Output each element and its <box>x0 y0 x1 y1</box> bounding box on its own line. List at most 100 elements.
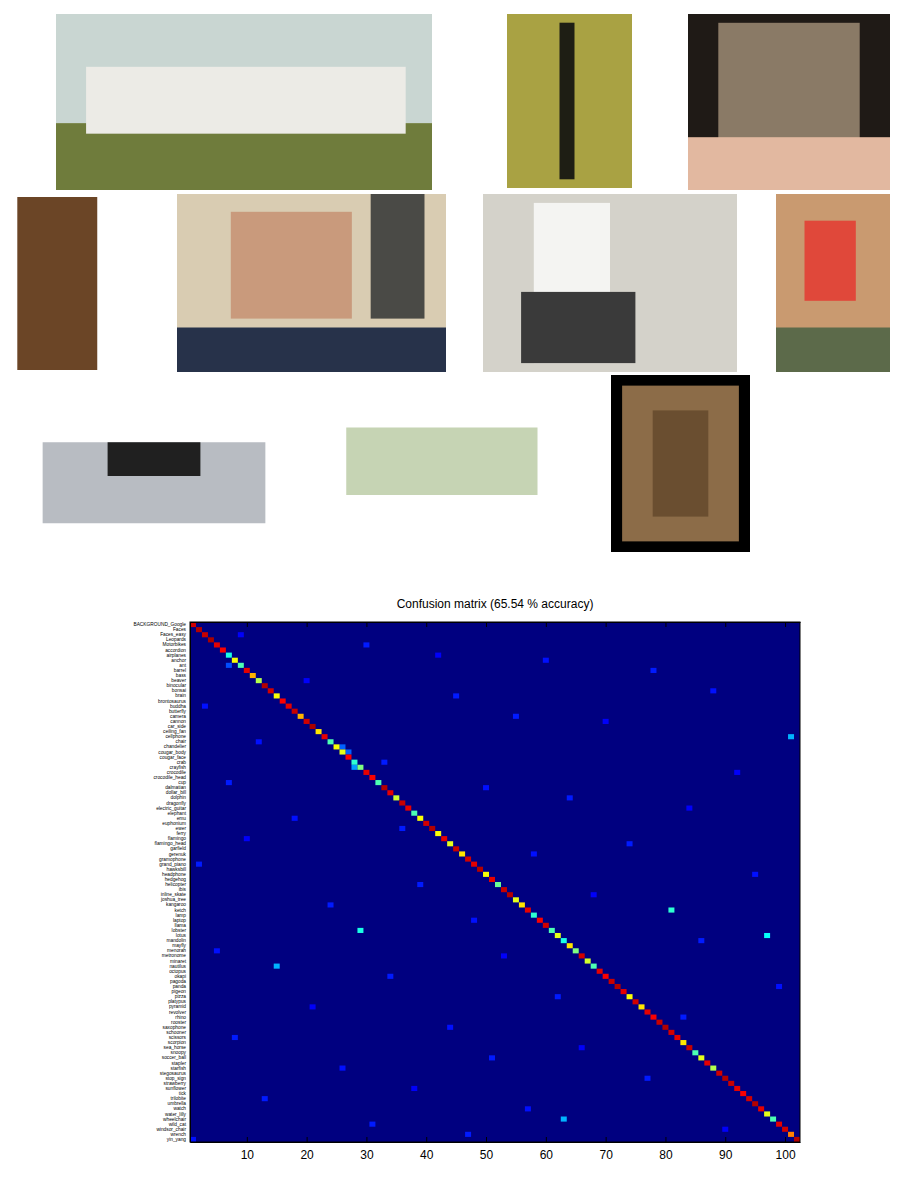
diagonal-cell <box>680 1040 686 1045</box>
diagonal-cell <box>310 724 316 729</box>
cell <box>363 642 369 647</box>
cell <box>226 663 232 668</box>
x-tick-mark <box>247 1137 248 1142</box>
photos <box>17 14 890 552</box>
diagonal-cell <box>405 806 411 811</box>
diagonal-cell <box>417 816 423 821</box>
diagonal-cell <box>507 892 513 897</box>
photo-euphonium <box>346 428 537 496</box>
x-tick-mark <box>785 1137 786 1142</box>
x-top-tick-mark <box>426 622 427 627</box>
y-axis: BACKGROUND_GoogleFacesFaces_easyLeopards… <box>133 622 190 1142</box>
x-top-tick-mark <box>546 622 547 627</box>
photo-part <box>86 67 406 134</box>
diagonal-cell <box>639 1004 645 1009</box>
diagonal-cell <box>244 668 250 673</box>
cell <box>369 1122 375 1127</box>
chart-title: Confusion matrix (65.54 % accuracy) <box>397 597 594 611</box>
cell <box>764 933 770 938</box>
photo-part <box>653 410 709 516</box>
photo-part <box>108 442 201 476</box>
diagonal-cell <box>471 862 477 867</box>
diagonal-cell <box>250 673 256 678</box>
x-tick: 30 <box>360 1137 374 1162</box>
x-top-tick <box>486 622 487 627</box>
diagonal-cell <box>597 969 603 974</box>
photo-airplane <box>56 14 432 190</box>
photo-part <box>718 23 859 146</box>
cell <box>501 953 507 958</box>
diagonal-cell <box>501 887 507 892</box>
diagonal-cell <box>555 933 561 938</box>
x-tick-label: 20 <box>300 1148 314 1162</box>
photo-part <box>688 137 890 190</box>
cell <box>274 964 280 969</box>
diagonal-cell <box>292 709 298 714</box>
cell <box>310 1004 316 1009</box>
x-tick: 60 <box>540 1137 554 1162</box>
photo-part <box>688 14 890 190</box>
cell <box>328 902 334 907</box>
diagonal-cell <box>746 1096 752 1101</box>
diagonal-cell <box>334 744 340 749</box>
y-axis-line <box>190 623 191 1143</box>
diagonal-cell <box>615 984 621 989</box>
diagonal-cell <box>579 953 585 958</box>
cell <box>304 678 310 683</box>
cell <box>351 765 357 770</box>
diagonal-cell <box>495 882 501 887</box>
cell <box>788 734 794 739</box>
cell <box>483 785 489 790</box>
diagonal-cell <box>489 877 495 882</box>
x-top-tick-mark <box>486 622 487 627</box>
diagonal-cell <box>782 1127 788 1132</box>
diagonal-cell <box>764 1111 770 1116</box>
cell <box>202 704 208 709</box>
photo-part <box>17 197 97 370</box>
cell <box>292 816 298 821</box>
diagonal-cell <box>322 734 328 739</box>
x-tick-label: 70 <box>599 1148 613 1162</box>
diagonal-cell <box>381 785 387 790</box>
cell <box>417 882 423 887</box>
diagonal-cell <box>220 647 226 652</box>
x-axis-top <box>191 622 801 627</box>
plot-frame <box>190 622 800 1142</box>
diagonal-cell <box>423 821 429 826</box>
diagonal-cell <box>477 867 483 872</box>
x-tick: 80 <box>659 1137 673 1162</box>
diagonal-cell <box>351 760 357 765</box>
x-tick: 40 <box>420 1137 434 1162</box>
x-top-tick <box>366 622 367 627</box>
cell <box>244 836 250 841</box>
x-tick: 100 <box>776 1137 796 1162</box>
x-tick-label: 50 <box>480 1148 494 1162</box>
diagonal-cell <box>788 1132 794 1137</box>
cell <box>555 994 561 999</box>
x-tick-label: 40 <box>420 1148 434 1162</box>
photo-part <box>521 292 635 363</box>
cell <box>238 632 244 637</box>
x-tick-mark <box>486 1137 487 1142</box>
diagonal-cell <box>435 831 441 836</box>
diagonal-cell <box>214 642 220 647</box>
diagonal-cell <box>345 755 351 760</box>
diagonal-cell <box>633 999 639 1004</box>
diagonal-cell <box>226 653 232 658</box>
photo-face <box>177 194 446 372</box>
cell <box>340 1066 346 1071</box>
cell <box>543 658 549 663</box>
page: 102030405060708090100BACKGROUND_GoogleFa… <box>0 0 900 1189</box>
diagonal-cell <box>627 994 633 999</box>
x-top-tick <box>665 622 666 627</box>
diagonal-cell <box>674 1035 680 1040</box>
diagonal-cell <box>340 749 346 754</box>
diagonal-cell <box>447 841 453 846</box>
x-axis-top-line <box>191 622 801 623</box>
photo-hedgehog <box>688 14 890 190</box>
diagonal-cell <box>650 1015 656 1020</box>
cell <box>645 1076 651 1081</box>
diagonal-cell <box>734 1086 740 1091</box>
x-top-tick-mark <box>785 622 786 627</box>
diagonal-cell <box>537 918 543 923</box>
